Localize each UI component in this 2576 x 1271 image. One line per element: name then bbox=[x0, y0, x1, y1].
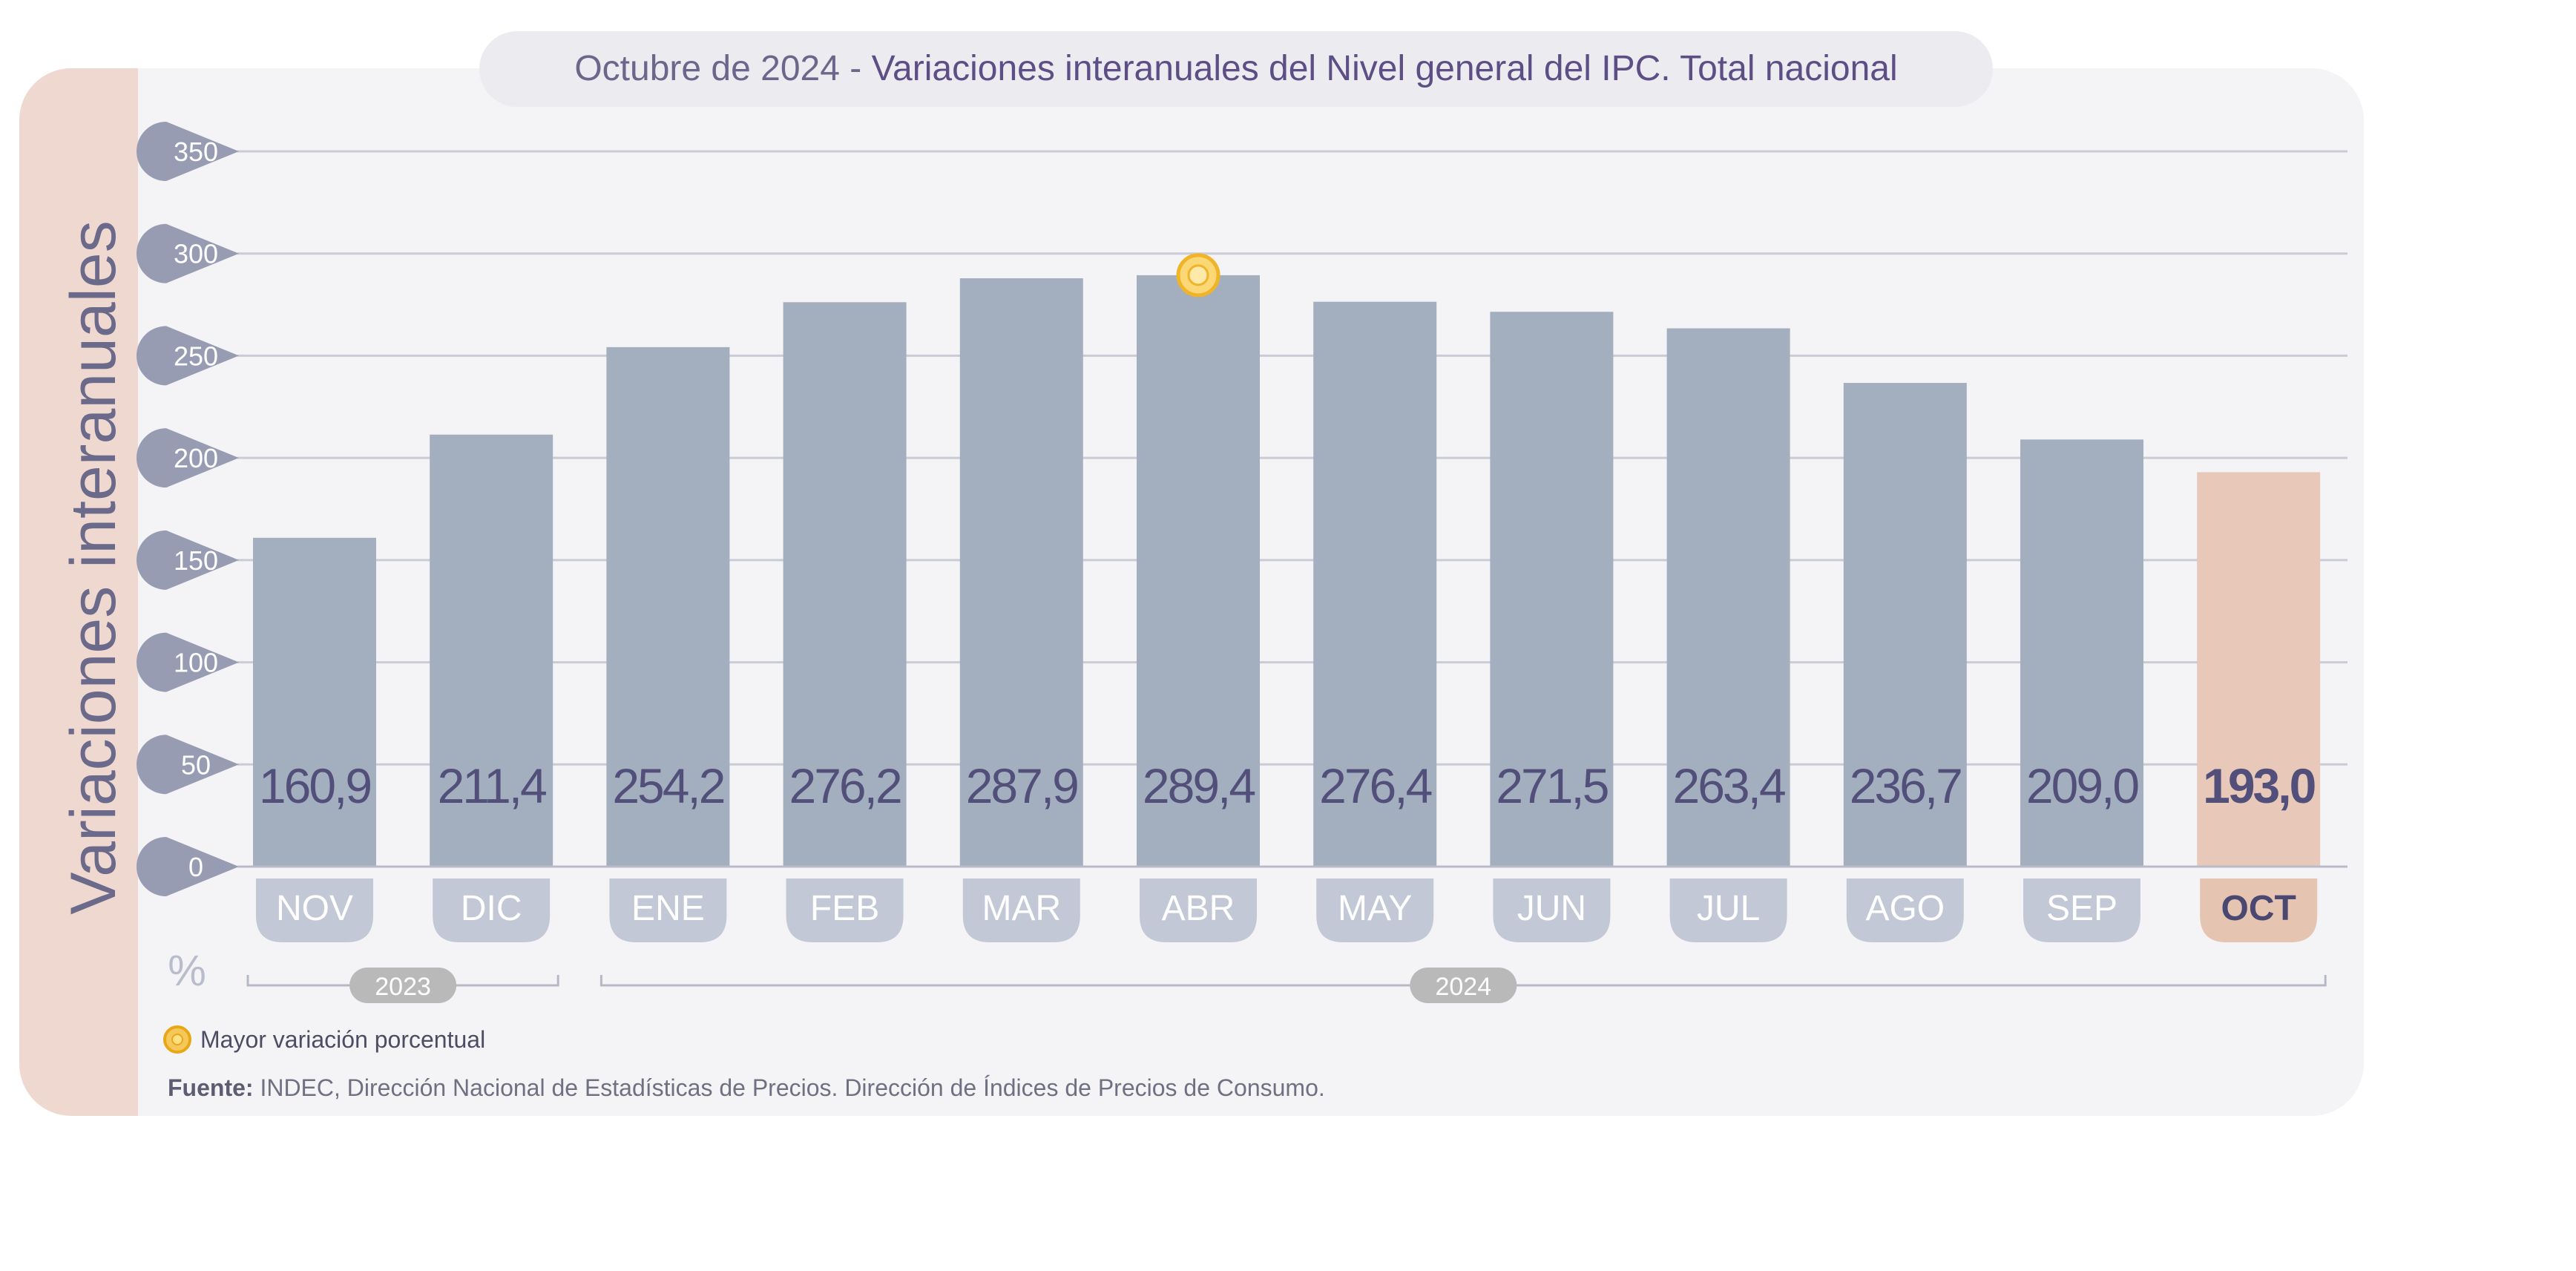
month-pill bbox=[1316, 878, 1434, 942]
y-tick-label: 150 bbox=[174, 545, 218, 576]
month-pill bbox=[962, 878, 1080, 942]
x-tick-label: NOV bbox=[276, 889, 353, 928]
y-tick-badge bbox=[137, 837, 239, 896]
month-pill bbox=[1140, 878, 1257, 942]
y-tick-label: 0 bbox=[188, 852, 203, 882]
bar bbox=[2020, 439, 2143, 867]
x-tick-label: OCT bbox=[2221, 889, 2296, 928]
x-tick-label: SEP bbox=[2046, 889, 2117, 928]
bar bbox=[959, 278, 1083, 867]
month-pill bbox=[1669, 878, 1787, 942]
year-badge bbox=[1410, 968, 1517, 1003]
year-badge bbox=[349, 968, 457, 1003]
month-pill bbox=[609, 878, 727, 942]
bar bbox=[1490, 312, 1614, 867]
source-note: Fuente: INDEC, Dirección Nacional de Est… bbox=[168, 1074, 1325, 1102]
bar bbox=[1666, 328, 1790, 867]
title-main: Variaciones interanuales del Nivel gener… bbox=[871, 49, 1898, 88]
value-label: 289,4 bbox=[1143, 758, 1255, 813]
title-prefix: Octubre de 2024 - bbox=[574, 49, 862, 88]
month-pill bbox=[2023, 878, 2140, 942]
x-tick-label: ENE bbox=[631, 889, 705, 928]
bar bbox=[430, 434, 553, 867]
year-label: 2023 bbox=[375, 973, 431, 1001]
bar bbox=[1313, 301, 1437, 867]
bar bbox=[1843, 383, 1967, 867]
month-pill bbox=[433, 878, 551, 942]
legend-label: Mayor variación porcentual bbox=[200, 1025, 486, 1053]
y-tick-badge bbox=[137, 632, 239, 692]
value-label: 287,9 bbox=[966, 758, 1077, 813]
x-tick-label: MAR bbox=[982, 889, 1061, 928]
month-pill bbox=[2200, 878, 2318, 942]
chart-title: Octubre de 2024 - Variaciones interanual… bbox=[479, 31, 1993, 107]
source-text: INDEC, Dirección Nacional de Estadística… bbox=[260, 1074, 1325, 1101]
bar bbox=[606, 347, 730, 867]
y-tick-badge bbox=[137, 122, 239, 181]
y-tick-badge bbox=[136, 735, 239, 795]
y-tick-label: 200 bbox=[174, 443, 218, 473]
value-label: 254,2 bbox=[612, 758, 723, 813]
y-tick-badge bbox=[136, 223, 239, 283]
x-tick-label: FEB bbox=[810, 889, 879, 928]
unit-label: % bbox=[168, 947, 206, 995]
x-tick-label: JUL bbox=[1697, 889, 1760, 928]
x-tick-label: DIC bbox=[461, 889, 522, 928]
value-label: 263,4 bbox=[1673, 758, 1785, 813]
month-pill bbox=[786, 878, 904, 942]
month-pill bbox=[1493, 878, 1611, 942]
y-tick-label: 350 bbox=[174, 137, 218, 167]
y-tick-label: 50 bbox=[181, 749, 211, 780]
y-tick-badge bbox=[136, 428, 239, 488]
y-tick-badge bbox=[136, 326, 239, 386]
month-pill bbox=[1846, 878, 1964, 942]
value-label: 236,7 bbox=[1850, 758, 1961, 813]
max-marker-icon bbox=[163, 1025, 191, 1054]
side-panel: Variaciones interanuales bbox=[19, 68, 138, 1116]
bar bbox=[783, 302, 907, 867]
bar bbox=[2197, 472, 2321, 867]
legend: Mayor variación porcentual bbox=[163, 1022, 485, 1057]
value-label: 276,4 bbox=[1319, 758, 1431, 813]
month-pill bbox=[256, 878, 373, 942]
bar bbox=[1137, 275, 1260, 867]
value-label: 209,0 bbox=[2026, 758, 2138, 813]
value-label: 193,0 bbox=[2203, 758, 2314, 813]
x-tick-label: AGO bbox=[1865, 889, 1945, 928]
value-label: 160,9 bbox=[259, 758, 370, 813]
value-label: 211,4 bbox=[438, 758, 547, 813]
value-label: 271,5 bbox=[1496, 758, 1607, 813]
y-tick-label: 250 bbox=[174, 341, 218, 371]
x-tick-label: JUN bbox=[1517, 889, 1586, 928]
year-label: 2024 bbox=[1435, 973, 1491, 1001]
value-label: 276,2 bbox=[789, 758, 901, 813]
bar bbox=[253, 537, 376, 867]
y-tick-badge bbox=[137, 530, 239, 590]
y-tick-label: 300 bbox=[174, 239, 218, 269]
max-marker-core bbox=[1187, 264, 1209, 286]
source-label: Fuente: bbox=[168, 1074, 254, 1101]
x-tick-label: MAY bbox=[1338, 889, 1412, 928]
x-tick-label: ABR bbox=[1162, 889, 1235, 928]
y-tick-label: 100 bbox=[174, 648, 218, 678]
